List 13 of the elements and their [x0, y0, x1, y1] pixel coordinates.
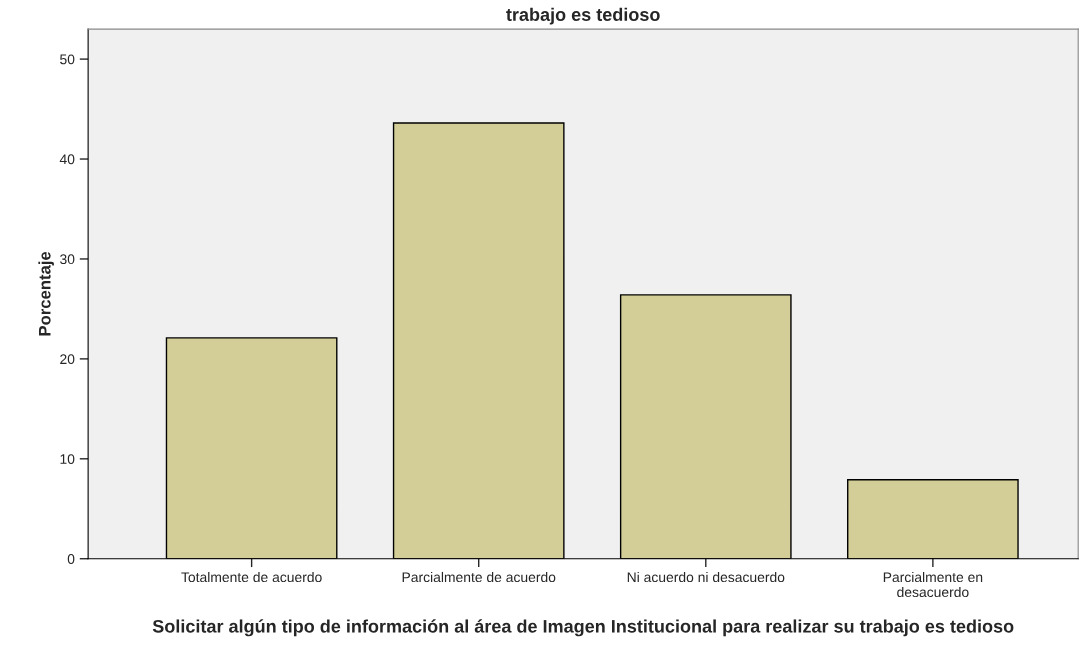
- x-tick-label: Ni acuerdo ni desacuerdo: [627, 571, 785, 583]
- y-tick-label: 50: [60, 54, 75, 65]
- x-tick-label: Totalmente de acuerdo: [181, 571, 322, 583]
- y-tick-label: 10: [60, 454, 75, 464]
- chart-title: trabajo es tedioso: [506, 7, 660, 25]
- y-tick-label: 30: [60, 254, 75, 265]
- y-axis-title: Porcentaje: [38, 251, 54, 336]
- x-tick-label: Parcialmente de acuerdo: [402, 571, 556, 583]
- x-axis-title: Solicitar algún tipo de información al área de Imagen Institucional para realizar su trabajo es tedioso: [152, 619, 1014, 637]
- x-tick-label: Parcialmente en desacuerdo: [883, 571, 983, 598]
- y-tick-label: 20: [60, 354, 75, 365]
- y-tick-label: 0: [67, 554, 75, 564]
- y-tick-label: 40: [59, 154, 75, 165]
